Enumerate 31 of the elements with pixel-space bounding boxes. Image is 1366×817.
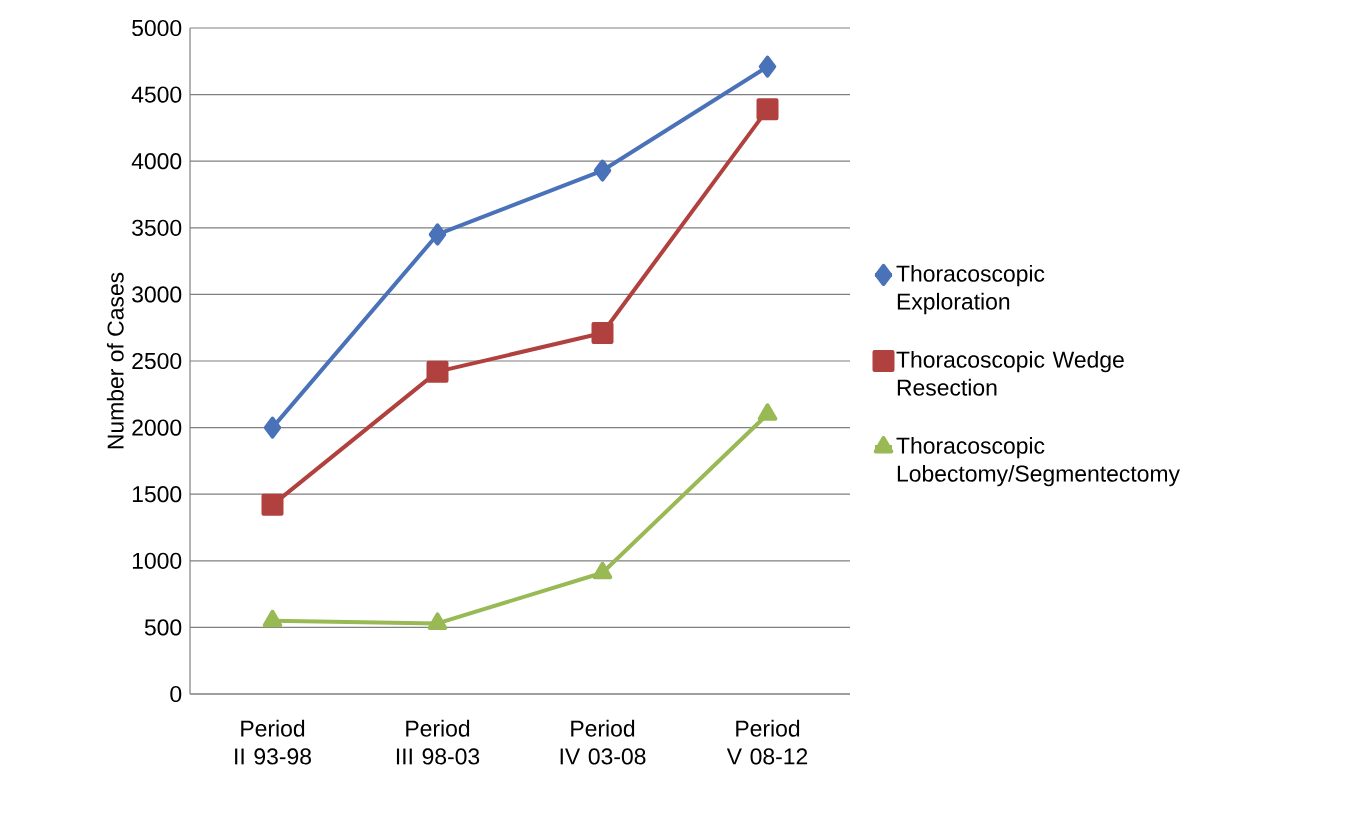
y-tick-label: 3500 [132,219,182,236]
y-tick-label: 4000 [131,153,182,170]
y-tick-label: 3000 [132,286,182,303]
x-tick-label: Period III 98-03 [396,719,480,765]
point [426,360,449,383]
point [757,403,778,421]
legend-label: Thoracoscopic Exploration [896,264,1045,315]
point [591,322,614,345]
y-tick-label: 1000 [132,552,182,569]
point [756,98,779,121]
point [428,223,447,246]
x-tick-label: Period V 08-12 [726,719,808,765]
point [593,159,612,182]
y-tick-label: 5000 [132,19,182,37]
x-tick-label: Period II 93-98 [235,719,311,765]
y-tick-label: 0 [170,685,182,703]
y-tick-label: 4500 [131,86,182,103]
point [262,609,283,628]
point [261,493,284,516]
legend-label: Thoracoscopic Wedge Resection [896,350,1124,396]
y-tick-label: 500 [144,619,182,636]
y-tick-label: 1500 [132,486,182,503]
y-axis-title: Number of Cases [106,272,124,449]
point [427,612,448,630]
point [758,55,777,78]
y-tick-label: 2500 [132,352,182,370]
point [592,561,613,580]
point [263,416,282,439]
x-tick-label: Period IV 03-08 [560,719,646,765]
legend-label: Thoracoscopic Lobectomy/Segmentectomy [896,437,1180,487]
y-tick-label: 2000 [132,419,182,436]
